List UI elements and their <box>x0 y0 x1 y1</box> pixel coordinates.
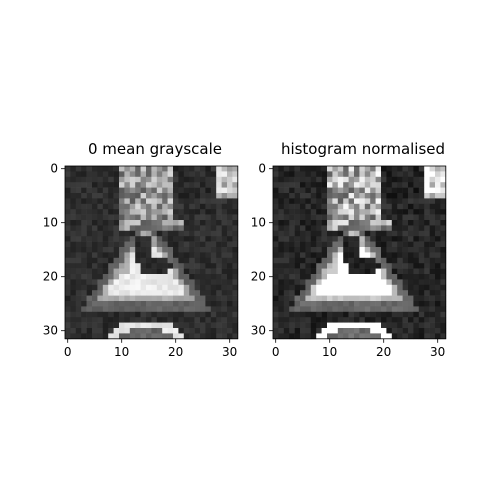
y-tick-label: 10 <box>251 216 266 230</box>
y-tick-label: 0 <box>50 162 58 176</box>
panel-title: 0 mean grayscale <box>87 140 223 158</box>
x-tick-label: 10 <box>114 345 129 359</box>
y-tick-label: 20 <box>251 270 266 284</box>
x-tick-label: 30 <box>430 345 445 359</box>
image-pixels <box>273 166 447 340</box>
x-tick-label: 20 <box>376 345 391 359</box>
y-tick-label: 30 <box>43 324 58 338</box>
x-tick-label: 20 <box>168 345 183 359</box>
y-tick-label: 30 <box>251 324 266 338</box>
y-tick-label: 10 <box>43 216 58 230</box>
image-plot: 0 10 20 30 0 10 20 30 <box>251 162 447 359</box>
y-tick-label: 0 <box>258 162 266 176</box>
y-tick-label: 20 <box>43 270 58 284</box>
x-tick-label: 10 <box>322 345 337 359</box>
axes-frame <box>272 165 447 340</box>
x-tick-label: 30 <box>222 345 237 359</box>
image-plot: 0 10 20 30 0 10 20 30 <box>43 162 239 359</box>
image-pixels <box>65 166 239 340</box>
panel-title: histogram normalised <box>280 140 446 158</box>
x-tick-label: 0 <box>64 345 72 359</box>
axes-frame <box>64 165 239 340</box>
panel-zero-mean-grayscale: 0 mean grayscale 0 10 20 30 0 10 20 30 <box>43 140 255 360</box>
x-tick-label: 0 <box>272 345 280 359</box>
panel-histogram-normalised: histogram normalised 0 10 20 30 0 10 20 30 <box>251 140 463 360</box>
